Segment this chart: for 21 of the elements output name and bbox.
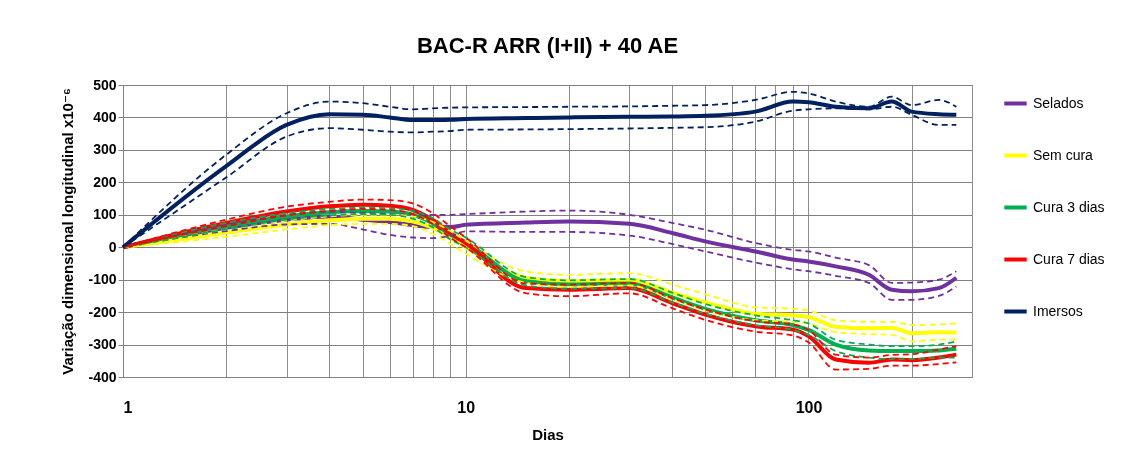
y-tick-label: 100 (93, 206, 117, 223)
chart-title: BAC-R ARR (I+II) + 40 AE (416, 33, 679, 58)
legend-label: Imersos (1033, 302, 1083, 319)
legend-label: Selados (1033, 94, 1084, 111)
y-tick-label: 0 (108, 238, 117, 255)
y-tick-label: -200 (88, 303, 117, 320)
x-tick-label: 1 (123, 398, 133, 416)
y-tick-label: 400 (93, 108, 117, 125)
y-tick-label: -100 (88, 271, 117, 288)
legend-label: Cura 7 dias (1033, 250, 1105, 267)
y-tick-label: -300 (88, 336, 117, 353)
legend-label: Cura 3 dias (1033, 198, 1105, 215)
legend-label: Sem cura (1033, 146, 1094, 163)
y-tick-label: 200 (93, 173, 117, 190)
x-axis-title: Dias (532, 425, 564, 443)
y-tick-label: 500 (93, 76, 117, 93)
y-axis-title: Variação dimensional longitudinal x10⁻⁶ (59, 88, 77, 375)
y-tick-label: -400 (88, 368, 117, 385)
y-tick-label: 300 (93, 141, 117, 158)
x-tick-label: 100 (795, 398, 823, 416)
x-tick-label: 10 (457, 398, 476, 416)
